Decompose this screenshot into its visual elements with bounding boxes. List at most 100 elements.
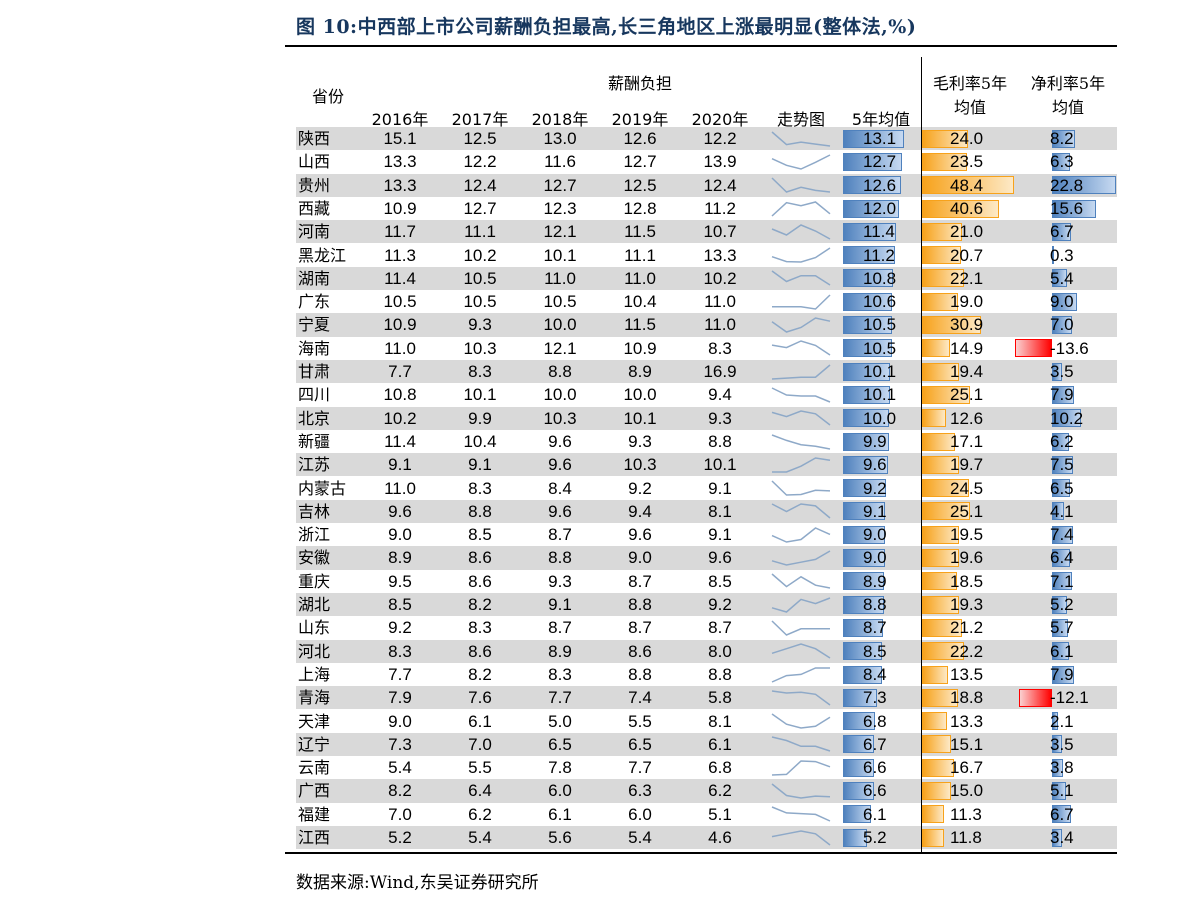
net-margin-bar	[1052, 572, 1072, 591]
net-margin-bar	[1052, 152, 1070, 171]
salary-burden-value: 6.0	[628, 804, 652, 824]
gross-margin-bar	[922, 246, 962, 265]
gross-margin-bar	[922, 688, 958, 707]
avg-value: 10.6	[863, 292, 897, 312]
gross-margin-value: 12.6	[950, 408, 984, 428]
gross-margin-bar	[922, 362, 959, 381]
province-name: 海南	[298, 338, 331, 358]
trend-sparkline	[771, 223, 831, 240]
table-row-stripe	[296, 266, 1117, 291]
net-margin-value: 22.8	[1050, 175, 1084, 195]
trend-line	[771, 154, 831, 170]
salary-burden-value: 10.5	[543, 292, 577, 312]
gross-margin-value: 19.5	[950, 525, 984, 545]
salary-burden-value: 9.9	[468, 408, 492, 428]
salary-burden-value: 9.6	[548, 455, 572, 475]
salary-burden-value: 12.8	[623, 198, 657, 218]
header-trend: 走势图	[776, 110, 825, 129]
salary-burden-value: 11.5	[624, 315, 656, 335]
net-margin-bar-negative	[1015, 339, 1052, 358]
gross-margin-bar	[922, 618, 963, 637]
net-margin-value: 0.3	[1050, 245, 1074, 265]
net-margin-bar	[1052, 176, 1116, 195]
trend-line	[771, 666, 830, 683]
salary-burden-value: 5.0	[548, 711, 572, 731]
trend-sparkline	[771, 643, 831, 659]
trend-line	[771, 806, 831, 822]
avg-bar	[843, 618, 884, 637]
salary-burden-value: 5.4	[628, 828, 652, 847]
salary-burden-value: 8.6	[468, 571, 492, 591]
net-margin-bar	[1052, 525, 1073, 544]
trend-sparkline	[771, 177, 831, 194]
salary-burden-value: 12.7	[623, 152, 657, 172]
salary-burden-value: 15.1	[383, 129, 417, 148]
salary-burden-value: 13.3	[703, 245, 737, 265]
avg-bar	[843, 502, 886, 521]
trend-sparkline	[771, 433, 831, 450]
salary-burden-value: 8.5	[388, 595, 412, 614]
salary-burden-value: 7.7	[548, 688, 572, 708]
salary-burden-value: 6.5	[548, 734, 572, 754]
net-margin-bar	[1052, 362, 1062, 381]
gross-margin-value: 18.5	[950, 571, 984, 591]
salary-burden-value: 13.0	[543, 129, 577, 148]
net-margin-value: 6.7	[1050, 804, 1074, 824]
trend-line	[771, 620, 830, 636]
gross-margin-value: 19.4	[950, 362, 984, 381]
salary-burden-value: 10.0	[543, 315, 577, 335]
salary-burden-value: 9.6	[708, 548, 732, 568]
gross-margin-bar	[922, 199, 1000, 218]
salary-burden-value: 12.1	[543, 338, 577, 358]
salary-burden-value: 8.8	[548, 362, 572, 381]
net-margin-bar	[1052, 782, 1067, 800]
province-name: 甘肃	[298, 362, 331, 381]
avg-value: 6.6	[863, 758, 887, 778]
trend-sparkline	[771, 806, 831, 822]
salary-burden-value: 9.1	[548, 595, 572, 614]
province-name: 湖南	[298, 268, 331, 288]
avg-bar	[843, 595, 884, 614]
avg-value: 13.1	[863, 129, 897, 148]
gross-margin-value: 23.5	[950, 152, 984, 172]
avg-value: 8.9	[863, 571, 887, 591]
avg-value: 9.9	[863, 431, 887, 451]
salary-burden-value: 10.9	[623, 338, 657, 358]
trend-sparkline	[771, 480, 831, 496]
salary-burden-value: 10.0	[543, 385, 577, 405]
trend-line	[771, 690, 831, 706]
net-margin-value: 3.4	[1050, 828, 1074, 847]
gross-margin-value: 19.0	[950, 292, 984, 312]
trend-sparkline	[771, 247, 831, 263]
avg-bar	[843, 339, 892, 358]
gross-margin-bar	[922, 129, 968, 148]
salary-burden-value: 9.6	[548, 431, 572, 451]
salary-burden-value: 8.9	[388, 548, 412, 568]
avg-value: 7.3	[863, 688, 887, 708]
salary-burden-value: 8.6	[468, 641, 492, 661]
province-name: 江苏	[298, 455, 331, 475]
province-name: 黑龙江	[298, 245, 347, 265]
salary-burden-value: 12.5	[623, 175, 657, 195]
gross-margin-bar	[922, 152, 967, 171]
avg-value: 11.4	[863, 222, 895, 242]
table-row-stripe	[296, 499, 1117, 524]
salary-burden-value: 8.2	[468, 664, 492, 684]
province-name: 福建	[298, 804, 331, 824]
gross-margin-value: 11.8	[950, 828, 982, 847]
avg-bar	[843, 805, 872, 824]
salary-burden-value: 11.7	[384, 222, 416, 242]
salary-burden-value: 11.6	[544, 152, 576, 172]
table-row-stripe	[296, 220, 1117, 244]
net-margin-value: 6.2	[1050, 431, 1074, 451]
top-rule	[285, 45, 1117, 47]
salary-burden-value: 9.4	[628, 501, 652, 521]
province-name: 广西	[298, 781, 331, 801]
salary-burden-value: 8.8	[548, 548, 572, 568]
salary-burden-value: 6.2	[468, 804, 492, 824]
net-margin-bar	[1052, 502, 1064, 521]
salary-burden-value: 9.5	[388, 571, 412, 591]
province-name: 广东	[298, 292, 331, 312]
salary-burden-value: 8.5	[708, 571, 732, 591]
avg-value: 8.8	[863, 595, 887, 614]
